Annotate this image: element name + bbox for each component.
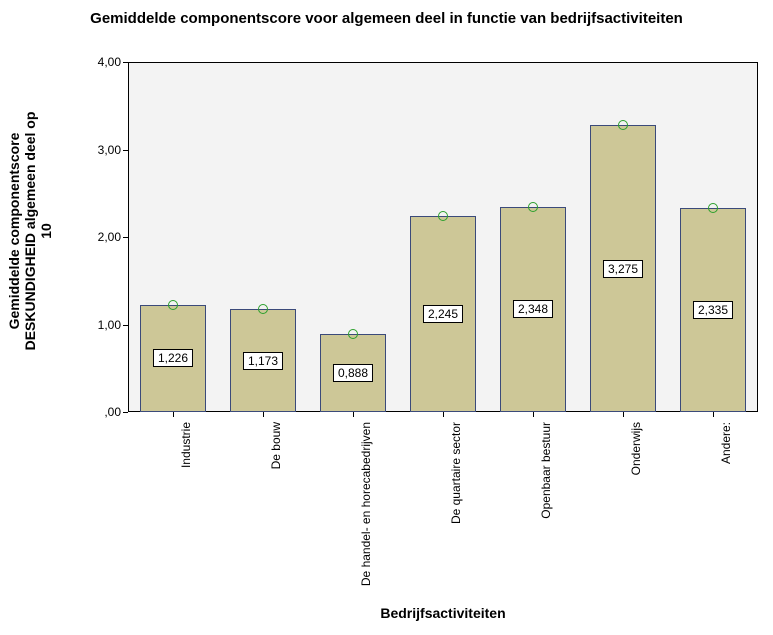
circle-marker-icon — [618, 120, 628, 130]
circle-marker-icon — [528, 202, 538, 212]
x-tick-label: De quartaire sector — [449, 422, 463, 524]
chart-container: Gemiddelde componentscore voor algemeen … — [0, 0, 773, 635]
y-tick-label: 2,00 — [83, 230, 121, 244]
y-tick-mark — [123, 237, 128, 238]
x-tick-mark — [353, 412, 354, 417]
x-tick-mark — [443, 412, 444, 417]
x-tick-mark — [623, 412, 624, 417]
y-tick-label: 3,00 — [83, 143, 121, 157]
x-tick-label: Industrie — [179, 422, 193, 468]
circle-marker-icon — [168, 300, 178, 310]
bar-value-label: 2,245 — [423, 305, 463, 323]
chart-title: Gemiddelde componentscore voor algemeen … — [0, 10, 773, 28]
circle-marker-icon — [348, 329, 358, 339]
x-tick-mark — [533, 412, 534, 417]
y-tick-label: ,00 — [83, 405, 121, 419]
x-tick-label: De bouw — [269, 422, 283, 469]
circle-marker-icon — [708, 203, 718, 213]
bar-value-label: 2,335 — [693, 301, 733, 319]
bar-value-label: 1,226 — [153, 349, 193, 367]
y-tick-mark — [123, 150, 128, 151]
x-tick-label: De handel- en horecabedrijven — [359, 422, 373, 586]
x-tick-mark — [173, 412, 174, 417]
x-axis-label: Bedrijfsactiviteiten — [128, 605, 758, 621]
x-tick-label: Andere: — [719, 422, 733, 464]
bar-value-label: 3,275 — [603, 260, 643, 278]
y-axis-label: Gemiddelde componentscore DESKUNDIGHEID … — [6, 56, 54, 406]
bar-value-label: 2,348 — [513, 300, 553, 318]
bar-value-label: 1,173 — [243, 352, 283, 370]
x-tick-label: Openbaar bestuur — [539, 422, 553, 519]
x-tick-label: Onderwijs — [629, 422, 643, 475]
x-tick-mark — [713, 412, 714, 417]
bar-value-label: 0,888 — [333, 364, 373, 382]
circle-marker-icon — [438, 211, 448, 221]
y-tick-mark — [123, 325, 128, 326]
circle-marker-icon — [258, 304, 268, 314]
y-tick-label: 1,00 — [83, 318, 121, 332]
y-tick-mark — [123, 62, 128, 63]
y-tick-mark — [123, 412, 128, 413]
x-tick-mark — [263, 412, 264, 417]
y-tick-label: 4,00 — [83, 55, 121, 69]
